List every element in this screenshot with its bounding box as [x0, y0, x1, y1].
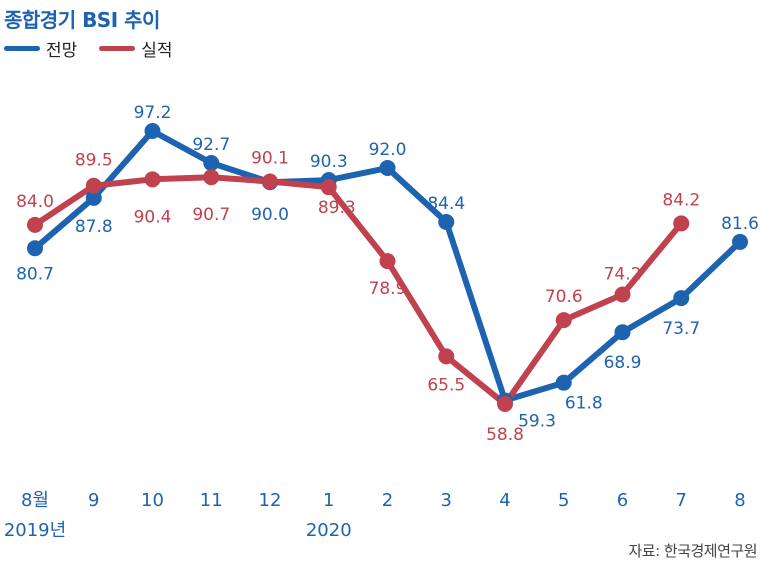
- actual-label-7: 65.5: [427, 375, 465, 395]
- forecast-label-12: 81.6: [721, 214, 759, 234]
- forecast-point-2: [144, 123, 161, 139]
- actual-label-8: 58.8: [486, 425, 524, 445]
- forecast-label-7: 84.4: [427, 194, 465, 214]
- chart-title: 종합경기 BSI 추이: [4, 8, 160, 32]
- forecast-point-11: [673, 290, 690, 307]
- legend-swatch-forecast: [4, 46, 40, 51]
- x-tick-label-8: 4: [499, 490, 510, 511]
- actual-point-10: [614, 286, 631, 303]
- actual-point-4: [262, 173, 278, 190]
- x-tick-label-2: 10: [141, 490, 164, 511]
- forecast-label-1: 87.8: [75, 217, 113, 237]
- source-note: 자료: 한국경제연구원: [628, 542, 757, 560]
- actual-point-6: [379, 253, 396, 270]
- x-tick-label-7: 3: [441, 490, 452, 511]
- forecast-label-6: 92.0: [369, 140, 407, 160]
- series-line-actual: [32, 174, 685, 407]
- x-tick-label-5: 1: [323, 490, 334, 511]
- forecast-label-10: 68.9: [604, 353, 642, 373]
- forecast-label-4: 90.0: [251, 205, 289, 225]
- actual-label-11: 84.2: [662, 190, 700, 210]
- actual-point-0: [27, 216, 43, 233]
- x-tick-label-4: 12: [259, 490, 282, 511]
- forecast-label-3: 92.7: [192, 135, 230, 155]
- actual-label-9: 70.6: [545, 287, 583, 307]
- actual-point-9: [555, 312, 572, 329]
- actual-label-4: 90.1: [251, 148, 289, 168]
- forecast-point-9: [555, 374, 572, 391]
- forecast-point-10: [614, 324, 631, 341]
- x-tick-label-1: 9: [88, 490, 99, 511]
- actual-point-8: [497, 396, 513, 412]
- actual-label-5: 89.3: [318, 198, 356, 218]
- actual-point-3: [203, 169, 220, 186]
- legend-item-actual: 실적: [99, 36, 173, 61]
- actual-label-1: 89.5: [75, 151, 113, 171]
- legend-label-forecast: 전망: [46, 41, 78, 61]
- legend: 전망 실적: [4, 36, 195, 61]
- forecast-point-7: [438, 214, 455, 230]
- x-tick-label-9: 5: [558, 490, 569, 511]
- forecast-point-3: [203, 154, 220, 171]
- x-year-label-5: 2020: [306, 520, 352, 541]
- forecast-label-2: 97.2: [134, 103, 172, 123]
- x-tick-label-10: 6: [617, 490, 628, 511]
- forecast-point-0: [27, 240, 43, 257]
- legend-swatch-actual: [99, 46, 136, 51]
- forecast-label-8: 59.3: [518, 411, 556, 431]
- actual-point-7: [438, 348, 455, 365]
- x-tick-label-0: 8월: [21, 490, 49, 511]
- x-tick-label-6: 2: [382, 490, 393, 511]
- x-tick-label-3: 11: [200, 490, 223, 511]
- forecast-label-11: 73.7: [662, 319, 700, 339]
- forecast-point-12: [732, 233, 748, 250]
- actual-point-5: [320, 179, 337, 196]
- actual-point-1: [85, 177, 102, 194]
- x-year-label-0: 2019년: [4, 520, 66, 541]
- forecast-point-6: [379, 159, 396, 176]
- forecast-point-1: [85, 189, 102, 206]
- actual-point-2: [144, 171, 161, 188]
- actual-label-10: 74.2: [604, 265, 642, 285]
- x-tick-label-12: 8: [734, 490, 745, 511]
- actual-label-6: 78.9: [369, 279, 407, 299]
- forecast-label-9: 61.8: [565, 394, 603, 414]
- actual-point-11: [673, 215, 690, 232]
- forecast-label-0: 80.7: [16, 264, 54, 284]
- legend-item-forecast: 전망: [4, 36, 77, 61]
- actual-label-2: 90.4: [134, 207, 172, 227]
- actual-label-0: 84.0: [16, 192, 54, 212]
- actual-label-3: 90.7: [192, 205, 230, 225]
- x-tick-label-11: 7: [676, 490, 687, 511]
- legend-label-actual: 실적: [141, 41, 173, 61]
- forecast-label-5: 90.3: [310, 152, 348, 172]
